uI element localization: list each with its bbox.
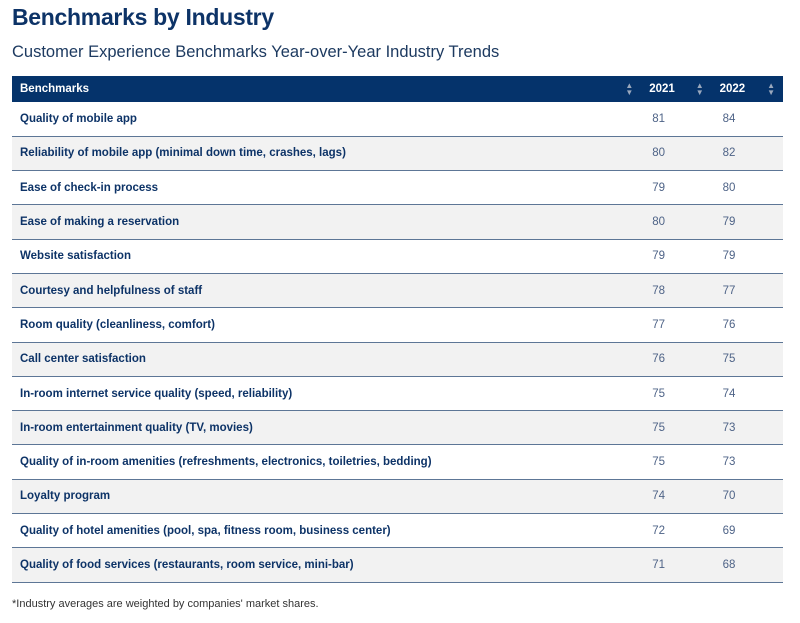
value-2022: 68 (722, 559, 736, 571)
table-row: Quality of food services (restaurants, r… (12, 547, 783, 583)
benchmark-name: Quality of hotel amenities (pool, spa, f… (20, 524, 391, 537)
value-2022: 76 (722, 318, 736, 331)
sort-icon[interactable]: ▲ ▼ (695, 81, 704, 97)
value-2022: 79 (722, 250, 736, 263)
table-row: In-room internet service quality (speed,… (12, 376, 783, 411)
benchmark-name: In-room internet service quality (speed,… (20, 387, 293, 400)
table-row: Loyalty program 74 70 (12, 479, 783, 514)
value-2022: 84 (722, 112, 736, 125)
value-2021: 79 (652, 250, 666, 263)
table-row: In-room entertainment quality (TV, movie… (12, 410, 783, 445)
value-2022: 70 (722, 490, 736, 503)
value-2022: 69 (722, 524, 736, 537)
table-header: Benchmarks ▲ ▼ 2021 ▲ ▼ 2022 ▲ ▼ (12, 76, 783, 102)
value-2022: 74 (722, 387, 736, 400)
benchmark-name: Quality of food services (restaurants, r… (20, 559, 354, 571)
value-2021: 78 (652, 284, 666, 297)
page-title: Benchmarks by Industry (12, 4, 274, 30)
sort-icon[interactable]: ▲ ▼ (767, 81, 775, 97)
benchmark-name: Website satisfaction (20, 250, 131, 263)
benchmark-name: Call center satisfaction (20, 353, 146, 366)
table-row: Quality of hotel amenities (pool, spa, f… (12, 514, 783, 548)
table-row: Reliability of mobile app (minimal down … (12, 136, 783, 171)
value-2021: 77 (652, 318, 666, 331)
benchmark-name: Reliability of mobile app (minimal down … (20, 147, 346, 160)
value-2021: 80 (652, 147, 666, 160)
table-row: Courtesy and helpfulness of staff 78 77 (12, 273, 783, 308)
benchmark-name: Room quality (cleanliness, comfort) (20, 318, 215, 331)
value-2021: 75 (652, 387, 666, 400)
value-2021: 80 (652, 216, 666, 229)
value-2022: 77 (722, 284, 736, 297)
value-2022: 79 (722, 216, 736, 229)
value-2021: 74 (652, 490, 666, 503)
benchmark-name: Courtesy and helpfulness of staff (20, 284, 203, 297)
column-header-2021[interactable]: 2021 ▲ ▼ (649, 81, 704, 97)
column-header-benchmarks[interactable]: Benchmarks ▲ ▼ (20, 81, 634, 97)
benchmark-name: Loyalty program (20, 490, 111, 503)
benchmarks-table: Benchmarks ▲ ▼ 2021 ▲ ▼ 2022 ▲ ▼ Quality of mo… (12, 76, 783, 583)
benchmark-name: Quality of in-room amenities (refreshmen… (20, 456, 432, 469)
value-2021: 75 (652, 421, 666, 434)
sort-icon[interactable]: ▲ ▼ (625, 81, 634, 97)
value-2021: 71 (652, 559, 666, 571)
column-header-2022[interactable]: 2022 ▲ ▼ (719, 81, 775, 97)
table-row: Quality of mobile app 81 84 (12, 102, 783, 137)
benchmark-name: Quality of mobile app (20, 112, 137, 125)
footnote: *Industry averages are weighted by compa… (12, 598, 319, 610)
page-subtitle: Customer Experience Benchmarks Year-over… (12, 43, 500, 61)
benchmark-name: Ease of check-in process (20, 181, 159, 194)
value-2022: 80 (722, 181, 736, 194)
value-2021: 72 (652, 524, 666, 537)
value-2022: 75 (722, 353, 736, 366)
value-2022: 82 (722, 147, 736, 160)
table-row: Quality of in-room amenities (refreshmen… (12, 445, 783, 480)
value-2021: 76 (652, 353, 666, 366)
table-row: Ease of check-in process 79 80 (12, 171, 783, 205)
table-row: Ease of making a reservation 80 79 (12, 204, 783, 240)
value-2022: 73 (722, 421, 736, 434)
value-2021: 81 (652, 112, 666, 125)
table-row: Website satisfaction 79 79 (12, 239, 783, 274)
benchmark-name: Ease of making a reservation (20, 216, 180, 229)
benchmark-name: In-room entertainment quality (TV, movie… (20, 421, 253, 434)
value-2021: 75 (652, 456, 666, 469)
table-row: Call center satisfaction 76 75 (12, 342, 783, 377)
value-2022: 73 (722, 456, 736, 469)
value-2021: 79 (652, 181, 666, 194)
table-row: Room quality (cleanliness, comfort) 77 76 (12, 308, 783, 343)
